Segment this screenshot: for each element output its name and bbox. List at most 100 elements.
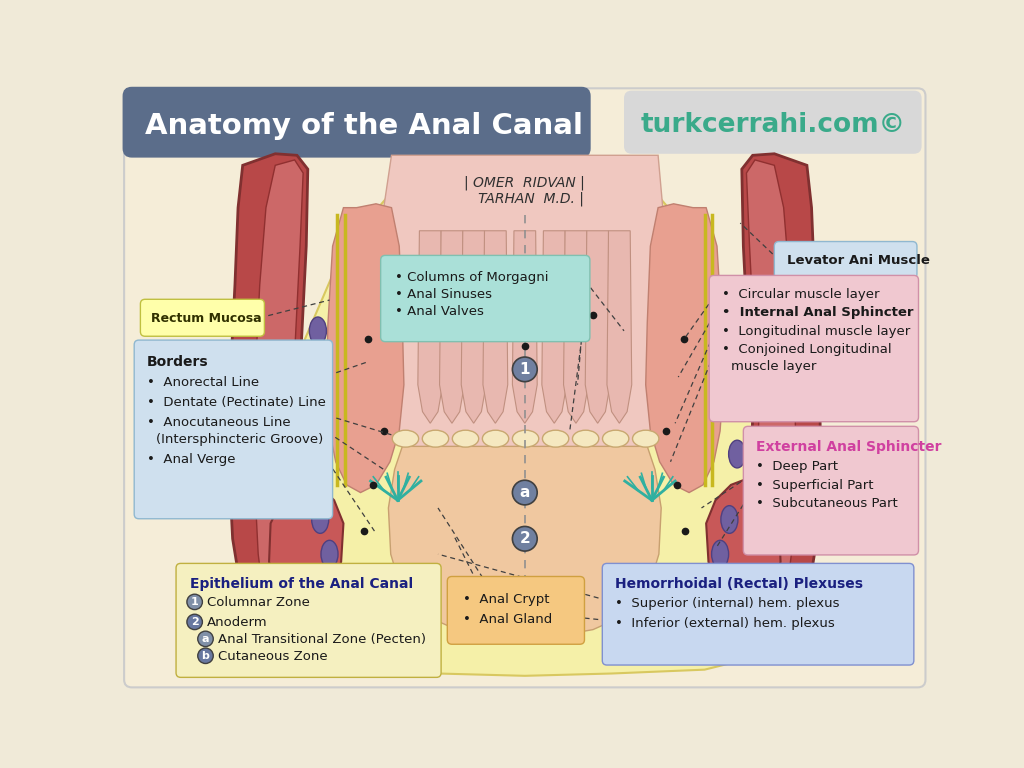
- Polygon shape: [327, 204, 403, 492]
- Text: •  Anal Gland: • Anal Gland: [463, 613, 552, 626]
- Text: Cutaneous Zone: Cutaneous Zone: [218, 650, 328, 663]
- Text: •  Subcutaneous Part: • Subcutaneous Part: [756, 497, 897, 510]
- Text: Borders: Borders: [146, 356, 208, 369]
- Circle shape: [512, 581, 538, 605]
- Text: 2: 2: [190, 617, 199, 627]
- Text: • Anal Sinuses: • Anal Sinuses: [394, 288, 492, 301]
- Text: •  Longitudinal muscle layer: • Longitudinal muscle layer: [722, 325, 910, 338]
- Ellipse shape: [304, 440, 321, 468]
- Circle shape: [512, 480, 538, 505]
- Ellipse shape: [392, 430, 419, 447]
- FancyBboxPatch shape: [176, 564, 441, 677]
- Text: •  Superficial Part: • Superficial Part: [756, 478, 873, 492]
- Text: Anoderm: Anoderm: [207, 616, 267, 629]
- Text: b: b: [519, 585, 530, 600]
- Circle shape: [512, 357, 538, 382]
- Polygon shape: [646, 204, 723, 492]
- Text: Levator Ani Muscle: Levator Ani Muscle: [786, 254, 930, 266]
- Text: turkcerrahi.com©: turkcerrahi.com©: [641, 111, 906, 137]
- Text: 1: 1: [190, 597, 199, 607]
- Text: Epithelium of the Anal Canal: Epithelium of the Anal Canal: [190, 578, 413, 591]
- Ellipse shape: [543, 430, 568, 447]
- Polygon shape: [461, 230, 486, 423]
- Text: •  Internal Anal Sphincter: • Internal Anal Sphincter: [722, 306, 913, 319]
- Ellipse shape: [321, 541, 338, 568]
- FancyBboxPatch shape: [123, 87, 591, 157]
- Text: a: a: [202, 634, 209, 644]
- Polygon shape: [722, 154, 821, 647]
- Text: •  Circular muscle layer: • Circular muscle layer: [722, 288, 880, 301]
- Ellipse shape: [422, 430, 449, 447]
- Polygon shape: [269, 477, 343, 610]
- Ellipse shape: [729, 379, 745, 406]
- Ellipse shape: [729, 440, 745, 468]
- Circle shape: [198, 631, 213, 647]
- Circle shape: [198, 648, 213, 664]
- FancyBboxPatch shape: [140, 300, 264, 336]
- Text: •  Conjoined Longitudinal: • Conjoined Longitudinal: [722, 343, 891, 356]
- Text: Hemorrhoidal (Rectal) Plexuses: Hemorrhoidal (Rectal) Plexuses: [614, 578, 862, 591]
- Ellipse shape: [311, 505, 329, 533]
- Polygon shape: [483, 230, 508, 423]
- FancyBboxPatch shape: [447, 577, 585, 644]
- Ellipse shape: [721, 505, 738, 533]
- Text: 2: 2: [519, 531, 530, 546]
- Ellipse shape: [633, 430, 658, 447]
- FancyBboxPatch shape: [743, 426, 919, 555]
- Polygon shape: [707, 477, 780, 610]
- Polygon shape: [376, 155, 672, 466]
- Text: • Anal Valves: • Anal Valves: [394, 305, 483, 318]
- Text: (Intersphincteric Groove): (Intersphincteric Groove): [156, 432, 324, 445]
- Polygon shape: [512, 230, 538, 423]
- Text: 1: 1: [519, 362, 530, 377]
- FancyBboxPatch shape: [381, 256, 590, 342]
- Circle shape: [187, 594, 203, 610]
- Text: a: a: [519, 485, 530, 500]
- FancyBboxPatch shape: [124, 88, 926, 687]
- Text: b: b: [202, 650, 210, 660]
- Circle shape: [187, 614, 203, 630]
- Ellipse shape: [482, 430, 509, 447]
- Polygon shape: [542, 230, 566, 423]
- FancyBboxPatch shape: [624, 91, 922, 154]
- Circle shape: [512, 526, 538, 551]
- Ellipse shape: [572, 430, 599, 447]
- Text: TARHAN  M.D. |: TARHAN M.D. |: [465, 191, 585, 206]
- Text: •  Anocutaneous Line: • Anocutaneous Line: [146, 415, 290, 429]
- Text: muscle layer: muscle layer: [731, 360, 816, 373]
- Ellipse shape: [453, 430, 478, 447]
- Text: Anal Transitional Zone (Pecten): Anal Transitional Zone (Pecten): [218, 633, 426, 646]
- Polygon shape: [607, 230, 632, 423]
- Polygon shape: [254, 160, 321, 641]
- Ellipse shape: [723, 317, 740, 345]
- FancyBboxPatch shape: [134, 340, 333, 518]
- Text: •  Deep Part: • Deep Part: [756, 460, 838, 473]
- Ellipse shape: [712, 541, 729, 568]
- Text: Rectum Mucosa: Rectum Mucosa: [152, 313, 262, 326]
- Ellipse shape: [309, 317, 327, 345]
- Ellipse shape: [304, 379, 321, 406]
- Text: External Anal Sphincter: External Anal Sphincter: [756, 440, 941, 454]
- FancyBboxPatch shape: [710, 276, 919, 422]
- Text: •  Anorectal Line: • Anorectal Line: [146, 376, 259, 389]
- Ellipse shape: [602, 430, 629, 447]
- Text: | OMER  RIDVAN |: | OMER RIDVAN |: [465, 176, 585, 190]
- Polygon shape: [729, 160, 796, 641]
- FancyBboxPatch shape: [602, 564, 913, 665]
- Text: • Columns of Morgagni: • Columns of Morgagni: [394, 271, 548, 284]
- Ellipse shape: [512, 430, 539, 447]
- Polygon shape: [228, 154, 328, 647]
- Polygon shape: [388, 446, 662, 637]
- Text: Columnar Zone: Columnar Zone: [207, 596, 310, 609]
- Polygon shape: [586, 230, 610, 423]
- Text: •  Inferior (external) hem. plexus: • Inferior (external) hem. plexus: [614, 617, 835, 631]
- Polygon shape: [245, 155, 802, 676]
- Polygon shape: [563, 230, 589, 423]
- Text: •  Superior (internal) hem. plexus: • Superior (internal) hem. plexus: [614, 598, 840, 611]
- FancyBboxPatch shape: [774, 242, 916, 279]
- Text: •  Anal Verge: • Anal Verge: [146, 452, 236, 465]
- Text: •  Dentate (Pectinate) Line: • Dentate (Pectinate) Line: [146, 396, 326, 409]
- Polygon shape: [439, 230, 464, 423]
- Text: Anatomy of the Anal Canal: Anatomy of the Anal Canal: [145, 112, 583, 140]
- Polygon shape: [418, 230, 442, 423]
